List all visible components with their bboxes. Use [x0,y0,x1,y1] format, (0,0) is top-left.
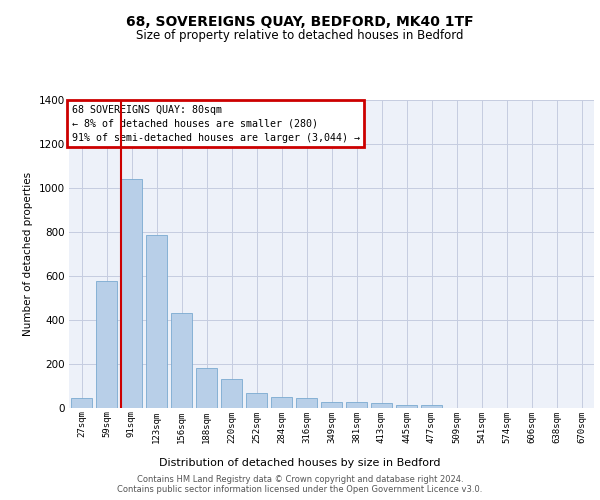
Text: 68 SOVEREIGNS QUAY: 80sqm
← 8% of detached houses are smaller (280)
91% of semi-: 68 SOVEREIGNS QUAY: 80sqm ← 8% of detach… [71,104,359,142]
Bar [221,379,242,408]
Text: Contains public sector information licensed under the Open Government Licence v3: Contains public sector information licen… [118,486,482,494]
Bar [271,396,292,407]
Bar [171,313,192,408]
Bar [196,368,217,408]
Text: 68, SOVEREIGNS QUAY, BEDFORD, MK40 1TF: 68, SOVEREIGNS QUAY, BEDFORD, MK40 1TF [126,16,474,30]
Bar [96,281,117,407]
Bar [246,393,267,407]
Bar [321,402,342,407]
Bar [71,398,92,407]
Text: Size of property relative to detached houses in Bedford: Size of property relative to detached ho… [136,30,464,43]
Bar [121,179,142,408]
Bar [346,402,367,407]
Bar [146,235,167,408]
Bar [371,403,392,407]
Bar [396,405,417,407]
Bar [421,406,442,407]
Y-axis label: Number of detached properties: Number of detached properties [23,172,33,336]
Text: Distribution of detached houses by size in Bedford: Distribution of detached houses by size … [159,458,441,468]
Bar [296,398,317,407]
Text: Contains HM Land Registry data © Crown copyright and database right 2024.: Contains HM Land Registry data © Crown c… [137,476,463,484]
